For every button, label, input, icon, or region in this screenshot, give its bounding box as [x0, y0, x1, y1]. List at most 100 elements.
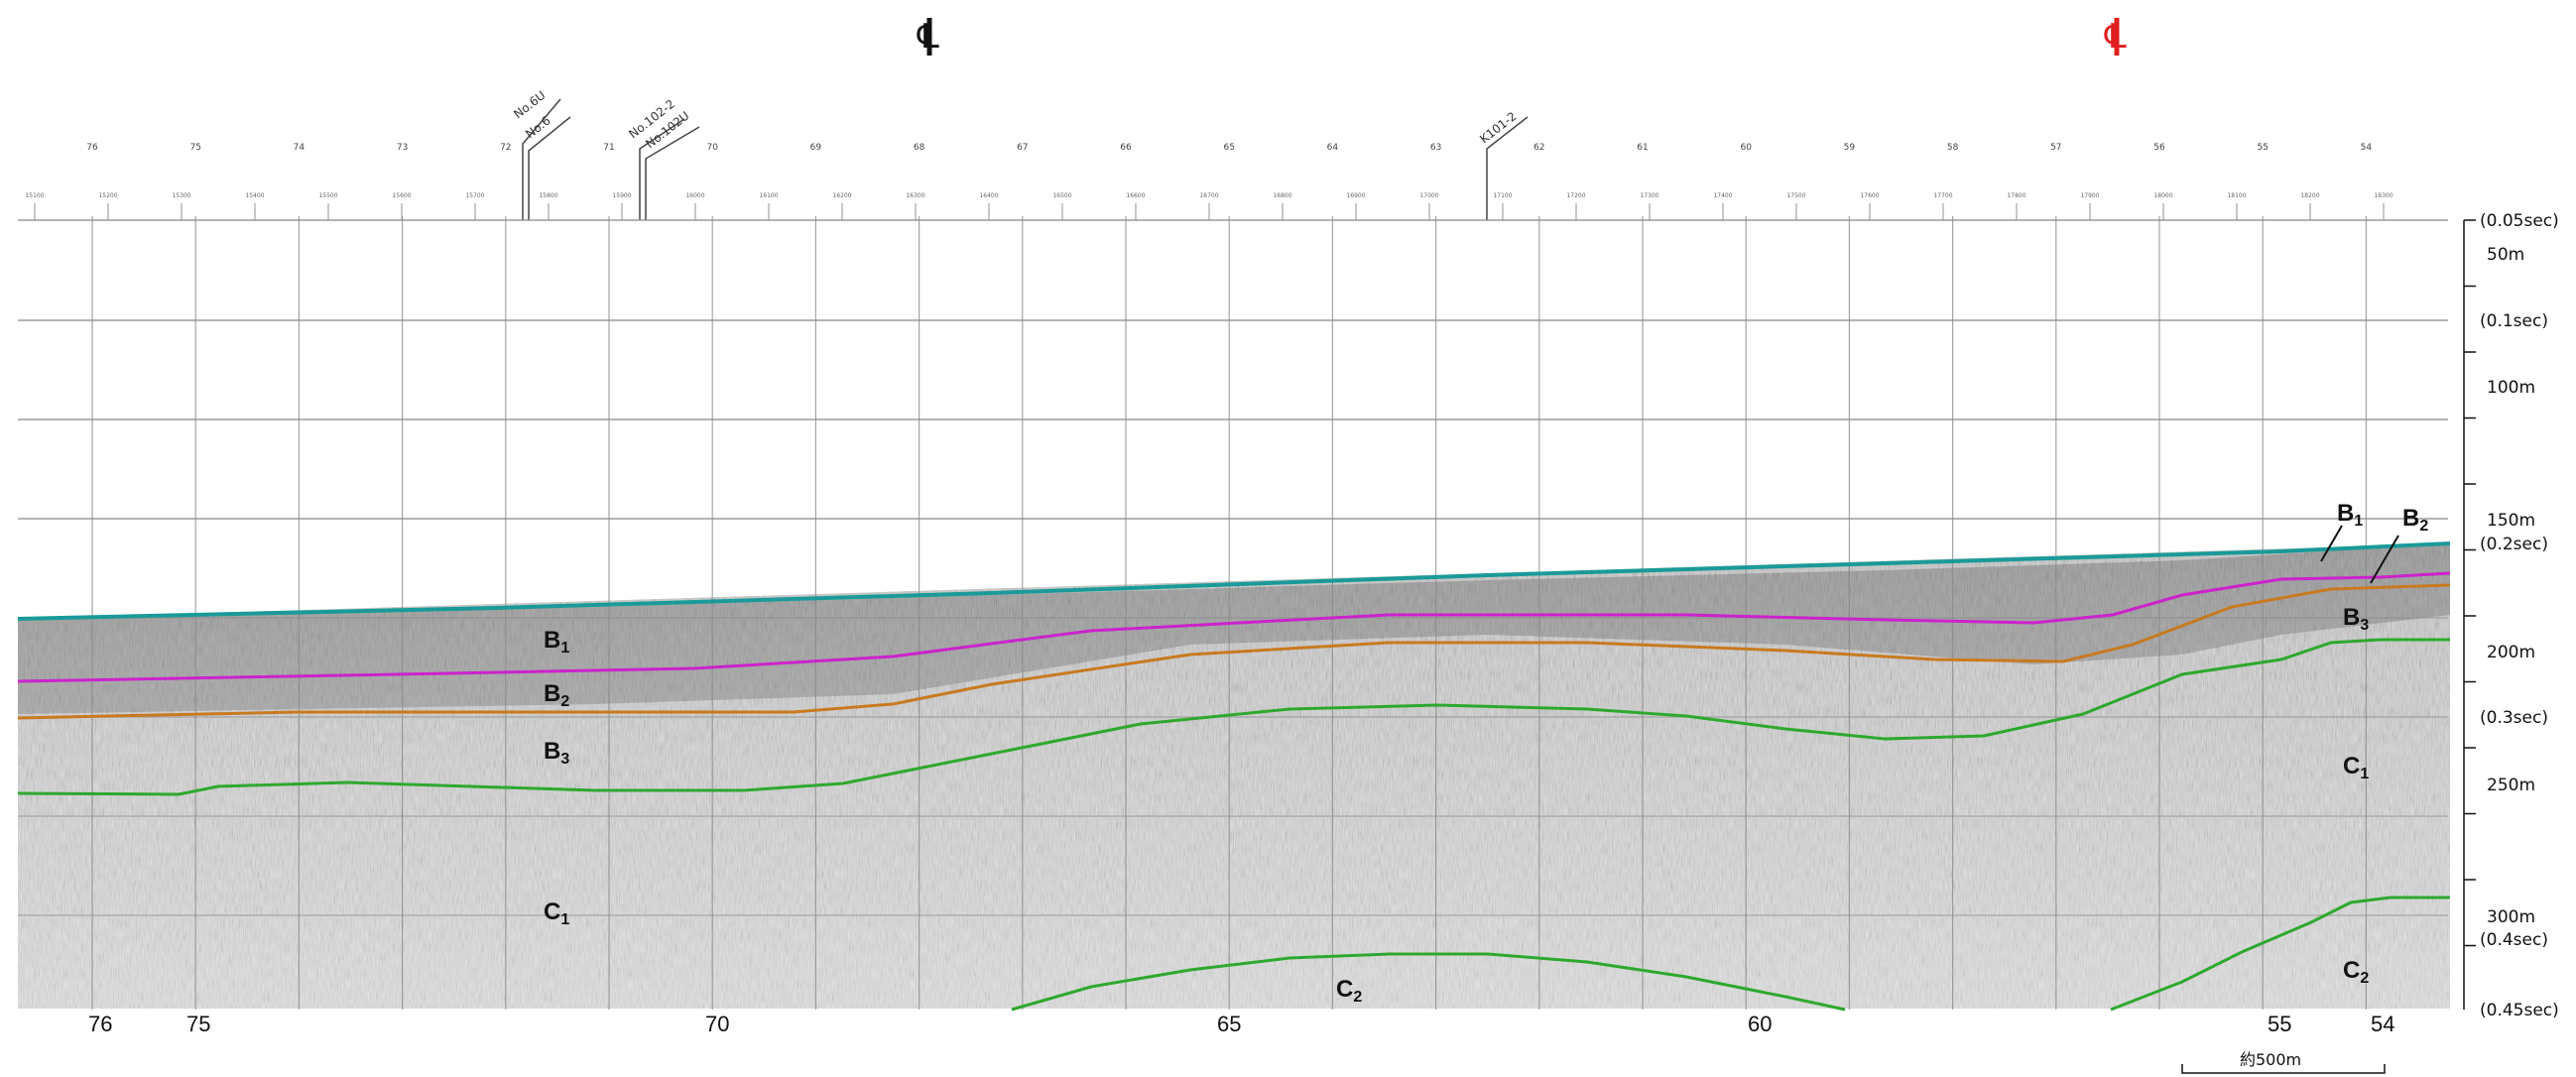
scale-bar-label: 約500m [2240, 1050, 2301, 1069]
b2-horizon [17, 583, 2451, 720]
centerline-marker-black: ℄ [917, 17, 939, 57]
top-station-tick: 75 [189, 143, 200, 153]
axis-label-0-3sec: (0.3sec) [2480, 708, 2548, 728]
shot-number: 18300 [2374, 192, 2392, 199]
shot-number: 16500 [1052, 192, 1071, 199]
axis-label-0-45sec: (0.45sec) [2480, 1001, 2559, 1020]
axis-label-50m: 50m [2487, 245, 2524, 265]
shot-number: 17600 [1860, 192, 1879, 199]
axis-label-100m: 100m [2487, 378, 2535, 398]
shot-number: 17500 [1786, 192, 1805, 199]
top-station-tick: 63 [1430, 143, 1441, 153]
c2-top-horizon-right [2110, 896, 2450, 1012]
shot-number: 15400 [245, 192, 264, 199]
top-station-tick: 54 [2361, 143, 2373, 153]
bottom-tick-65: 65 [1217, 1012, 1241, 1036]
bottom-tick-70: 70 [705, 1012, 729, 1036]
shot-number: 16700 [1199, 192, 1218, 199]
centerline-black-symbol: ℄ [917, 17, 939, 57]
axis-label-0-4sec: (0.4sec) [2480, 930, 2548, 950]
shot-number-row: 15100 15200 15300 15400 15500 15600 15700 15800… [25, 192, 2393, 220]
c2-top-horizon-left [1011, 952, 1846, 1012]
seismic-section [18, 543, 2450, 1009]
shot-number: 16600 [1126, 192, 1145, 199]
top-station-tick: 64 [1327, 143, 1339, 153]
shot-number: 17700 [1933, 192, 1952, 199]
borehole-no6-label: No.6 [523, 113, 552, 141]
top-station-tick: 61 [1637, 143, 1648, 153]
shot-number: 18200 [2300, 192, 2319, 199]
top-station-tick: 55 [2257, 143, 2268, 153]
c1-top-horizon [17, 638, 2450, 796]
bottom-tick-55: 55 [2268, 1012, 2291, 1036]
top-station-tick: 73 [397, 143, 408, 153]
axis-label-150m: 150m [2487, 511, 2535, 531]
centerline-marker-red: ℄ [2104, 17, 2127, 57]
top-station-tick: 69 [810, 143, 822, 153]
unit-b3-right: B3 [2343, 604, 2369, 634]
unit-b1-left: B1 [544, 627, 569, 657]
unit-b2-right: B2 [2402, 505, 2428, 535]
horizon-lines [17, 541, 2451, 1012]
unit-b2-left: B2 [544, 680, 569, 710]
top-station-tick: 67 [1017, 143, 1028, 153]
axis-label-300m: 300m [2487, 907, 2535, 927]
shot-number: 18100 [2227, 192, 2246, 199]
unit-labels: B1 B2 B3 C1 C2 B1 B2 B3 C1 C2 [544, 500, 2428, 1006]
unit-c2-middle: C2 [1336, 976, 1362, 1006]
shot-number: 16800 [1273, 192, 1291, 199]
shot-number: 16000 [685, 192, 704, 199]
borehole-markers: No.6U No.6 No.102-2 No.102U K101-2 [511, 88, 1529, 220]
vertical-grid [91, 216, 2367, 1010]
top-station-tick: 62 [1533, 143, 1544, 153]
shot-number: 16300 [906, 192, 924, 199]
bottom-tick-76: 76 [88, 1012, 112, 1036]
unit-b1-right: B1 [2337, 500, 2363, 530]
shot-number: 17400 [1713, 192, 1732, 199]
axis-label-200m: 200m [2487, 643, 2535, 662]
top-station-tick: 66 [1120, 143, 1132, 153]
shot-number: 17900 [2080, 192, 2099, 199]
unit-c1-right: C1 [2343, 753, 2369, 782]
bottom-tick-60: 60 [1748, 1012, 1772, 1036]
shot-number: 15800 [539, 192, 557, 199]
top-station-tick: 59 [1844, 143, 1856, 153]
unit-b3-left: B3 [544, 738, 569, 768]
unit-c1-left: C1 [544, 898, 569, 928]
b1-horizon [17, 571, 2451, 683]
seafloor-horizon [17, 541, 2451, 621]
shot-number: 15900 [612, 192, 631, 199]
shot-number: 16400 [979, 192, 998, 199]
top-station-tick: 58 [1947, 143, 1959, 153]
top-station-tick: 76 [86, 143, 98, 153]
centerline-red-symbol: ℄ [2104, 17, 2127, 57]
shot-number: 17300 [1640, 192, 1658, 199]
scale-bar: 約500m [2181, 1050, 2386, 1074]
shot-number: 17200 [1566, 192, 1585, 199]
shot-number: 17800 [2007, 192, 2025, 199]
top-station-tick: 65 [1223, 143, 1234, 153]
top-station-tick: 74 [294, 143, 306, 153]
axis-label-0-1sec: (0.1sec) [2480, 311, 2548, 331]
top-station-tick: 57 [2050, 143, 2061, 153]
top-station-tick: 71 [603, 143, 614, 153]
shot-number: 15200 [98, 192, 117, 199]
axis-label-0-05sec: (0.05sec) [2480, 211, 2559, 231]
right-axis: (0.05sec) 50m (0.1sec) 100m 150m (0.2sec… [2463, 211, 2559, 1020]
shot-number: 15600 [392, 192, 411, 199]
unit-c2-right: C2 [2343, 957, 2369, 987]
top-station-tick: 72 [500, 143, 511, 153]
top-station-ticks: 76 75 74 73 72 71 70 69 68 67 66 65 64 63 62 61 60 59 58 57… [86, 143, 2372, 153]
shot-number: 15500 [318, 192, 337, 199]
shot-number: 15700 [465, 192, 484, 199]
shot-number: 16900 [1346, 192, 1365, 199]
shot-number: 15300 [172, 192, 190, 199]
shot-number: 18000 [2153, 192, 2172, 199]
bottom-station-labels: 76 75 70 65 60 55 54 [88, 1012, 2394, 1036]
shot-number: 16200 [832, 192, 851, 199]
top-station-tick: 60 [1740, 143, 1752, 153]
shot-number: 17000 [1419, 192, 1438, 199]
top-station-tick: 56 [2153, 143, 2165, 153]
top-station-tick: 70 [706, 143, 718, 153]
